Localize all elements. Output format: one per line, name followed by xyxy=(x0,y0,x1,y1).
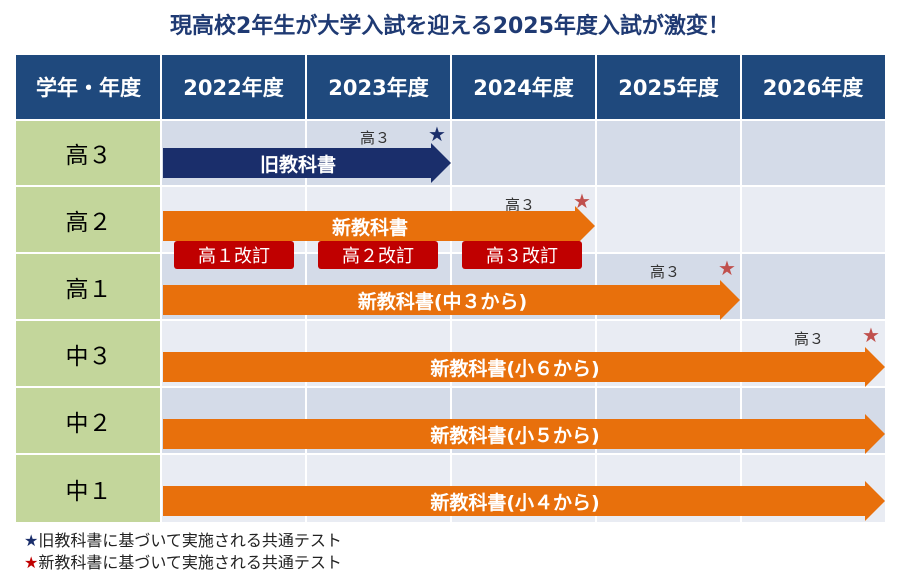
navy-star-icon: ★ xyxy=(428,122,446,146)
header-corner: 学年・年度 xyxy=(16,55,161,119)
header-year-2022: 2022年度 xyxy=(161,55,306,119)
kou3-marker-label: 高３ xyxy=(505,196,536,214)
old-textbook-arrow: 旧教科書 xyxy=(163,143,451,183)
new-textbook-arrow-kou2: 新教科書 xyxy=(163,206,595,246)
new-textbook-arrow-label: 新教科書(小５から) xyxy=(430,424,600,447)
red-star-icon: ★ xyxy=(862,323,880,347)
row-label-chu1: 中１ xyxy=(16,455,161,522)
new-textbook-arrow-chu3: 新教科書(小６から) xyxy=(163,347,885,387)
grid-line xyxy=(740,55,742,522)
legend-old-text: 旧教科書に基づいて実施される共通テスト xyxy=(38,531,342,550)
legend-new-text: 新教科書に基づいて実施される共通テスト xyxy=(38,553,342,572)
revision-badge-kou1: 高１改訂 xyxy=(174,241,294,269)
header-year-2026: 2026年度 xyxy=(741,55,885,119)
kou3-marker-label: 高３ xyxy=(650,263,681,281)
row-label-chu2: 中２ xyxy=(16,388,161,453)
red-star-icon: ★ xyxy=(718,256,736,280)
grid-line xyxy=(160,55,162,522)
row-label-kou3: 高３ xyxy=(16,121,161,185)
new-textbook-arrow-label: 新教科書 xyxy=(331,216,408,239)
navy-star-icon: ★ xyxy=(24,531,39,550)
new-textbook-arrow-kou1: 新教科書(中３から) xyxy=(163,280,740,320)
header-year-2023: 2023年度 xyxy=(306,55,451,119)
new-textbook-arrow-chu1: 新教科書(小４から) xyxy=(163,481,885,521)
red-star-icon: ★ xyxy=(24,553,39,572)
header-year-2024: 2024年度 xyxy=(451,55,596,119)
header-year-2025: 2025年度 xyxy=(596,55,741,119)
revision-badge-kou2: 高２改訂 xyxy=(318,241,438,269)
row-label-kou1: 高１ xyxy=(16,254,161,319)
row-label-chu3: 中３ xyxy=(16,321,161,386)
kou3-marker-label: 高３ xyxy=(360,129,391,147)
page-title: 現高校2年生が大学入試を迎える2025年度入試が激変！ xyxy=(170,14,730,39)
new-textbook-arrow-label: 新教科書(中３から) xyxy=(357,290,528,313)
kou3-marker-label: 高３ xyxy=(794,330,825,348)
new-textbook-arrow-label: 新教科書(小４から) xyxy=(430,491,600,514)
revision-badge-kou3: 高３改訂 xyxy=(462,241,582,269)
new-textbook-arrow-chu2: 新教科書(小５から) xyxy=(163,414,885,454)
new-textbook-arrow-label: 新教科書(小６から) xyxy=(430,357,600,380)
row-label-kou2: 高２ xyxy=(16,187,161,252)
legend-old: ★旧教科書に基づいて実施される共通テスト xyxy=(24,527,342,551)
schedule-grid: 学年・年度 2022年度 2023年度 2024年度 2025年度 2026年度… xyxy=(16,55,885,522)
legend-new: ★新教科書に基づいて実施される共通テスト xyxy=(24,549,342,573)
old-textbook-arrow-label: 旧教科書 xyxy=(259,153,336,176)
